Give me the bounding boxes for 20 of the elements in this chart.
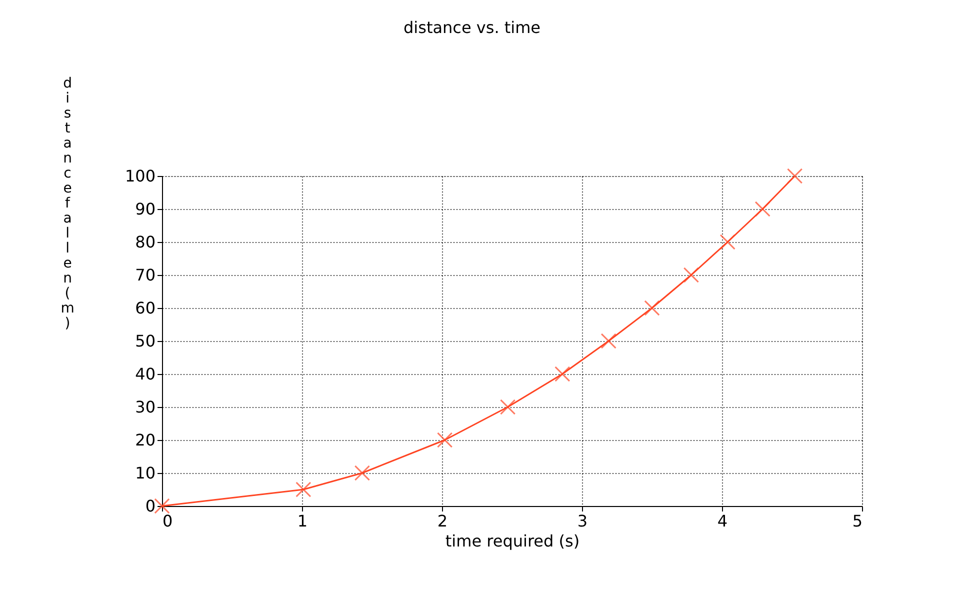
y-tick-label: 80 <box>135 232 156 252</box>
y-tick-label: 10 <box>135 464 156 482</box>
y-tick-label: 20 <box>135 430 156 450</box>
y-tick-label: 100 <box>124 166 156 186</box>
x-tick-label: 4 <box>717 512 728 530</box>
y-tick-label: 0 <box>145 496 156 516</box>
y-tick-label: 50 <box>135 332 156 350</box>
chart-title: distance vs. time <box>403 18 541 37</box>
x-tick-label: 5 <box>852 512 862 530</box>
text: distance fallen (m) <box>60 76 74 332</box>
x-tick-label: 2 <box>437 512 448 530</box>
x-tick-label: 3 <box>577 512 588 530</box>
x-axis-title: time required (s) <box>445 532 580 550</box>
x-tick-label: 1 <box>297 512 308 530</box>
x-tick-label: 0 <box>162 512 173 530</box>
y-tick-label: 40 <box>135 364 156 384</box>
y-tick-label: 30 <box>135 398 156 416</box>
y-tick-label: 70 <box>135 266 156 284</box>
y-tick-label: 90 <box>135 200 156 218</box>
y-tick-label: 60 <box>135 298 156 318</box>
